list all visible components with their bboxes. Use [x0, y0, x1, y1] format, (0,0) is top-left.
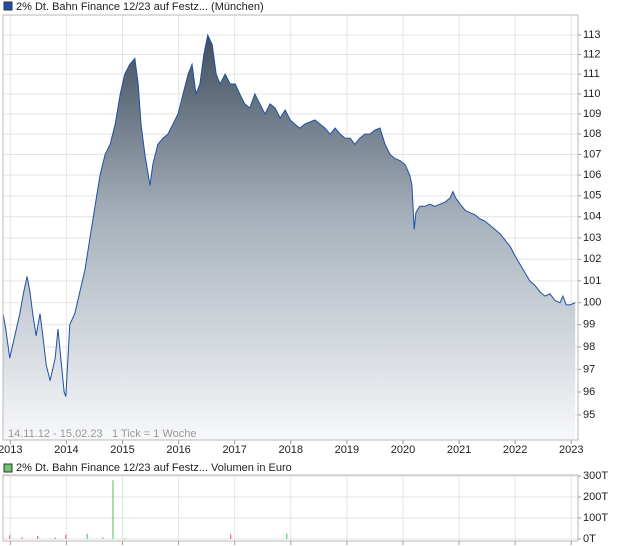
y-tick-label: 106: [583, 169, 601, 181]
y-tick-label: 112: [583, 48, 601, 60]
y-tick-label: 108: [583, 128, 601, 140]
y-tick-label: 109: [583, 108, 601, 120]
y-tick-label: 300T: [583, 470, 608, 482]
volume-bar: [21, 537, 23, 539]
legend-swatch: [3, 463, 13, 473]
volume-bar: [37, 535, 39, 539]
y-tick-label: 100T: [583, 512, 608, 524]
y-tick-label: 100: [583, 297, 601, 309]
volume-bar: [65, 534, 67, 539]
x-tick-label: 2019: [335, 444, 359, 456]
x-tick-label: 2022: [503, 444, 527, 456]
y-tick-label: 110: [583, 88, 601, 100]
y-tick-label: 104: [583, 211, 601, 223]
legend-label: 2% Dt. Bahn Finance 12/23 auf Festz... V…: [16, 462, 292, 474]
x-tick-label: 2020: [391, 444, 415, 456]
y-tick-label: 105: [583, 190, 601, 202]
volume-bar: [102, 537, 104, 539]
y-tick-label: 0T: [583, 533, 596, 545]
y-tick-label: 102: [583, 253, 601, 265]
price-chart: 2013 2014 2015 2016 2017 2018 2019 2020 2021 2022…: [0, 14, 601, 456]
price-line: [2, 33, 576, 397]
plot-frame: [2, 474, 579, 542]
volume-bar: [86, 533, 88, 539]
volume-bar: [286, 533, 288, 539]
x-tick-label: 2013: [0, 444, 23, 456]
y-tick-label: 99: [583, 319, 595, 331]
legend-swatch: [3, 1, 13, 11]
area-fill: [3, 35, 576, 441]
x-tick-label: 2016: [166, 444, 190, 456]
volume-bar: [230, 534, 232, 539]
y-tick-label: 101: [583, 275, 601, 287]
y-tick-label: 111: [583, 68, 600, 80]
plot-frame: [2, 14, 579, 441]
legend-label: 2% Dt. Bahn Finance 12/23 auf Festz... (…: [16, 1, 264, 13]
y-tick-label: 200T: [583, 491, 608, 503]
y-tick-label: 98: [583, 341, 595, 353]
x-tick-label: 2021: [447, 444, 471, 456]
date-range: 14.11.12 - 15.02.23: [8, 428, 103, 440]
x-tick-label: 2018: [279, 444, 303, 456]
x-tick-label: 2023: [559, 444, 583, 456]
y-tick-label: 107: [583, 148, 601, 160]
x-tick-label: 2015: [110, 444, 134, 456]
y-tick-label: 96: [583, 386, 595, 398]
volume-bar: [9, 535, 11, 539]
y-tick-label: 103: [583, 232, 601, 244]
y-tick-label: 95: [583, 409, 595, 421]
volume-bar: [124, 538, 126, 539]
y-tick-label: 113: [583, 29, 601, 41]
volume-chart: 0T 100T 200T 300T: [2, 470, 608, 545]
volume-bar: [112, 480, 114, 539]
x-tick-label: 2017: [222, 444, 246, 456]
y-tick-label: 97: [583, 363, 595, 375]
tick-note: 1 Tick = 1 Woche: [112, 428, 196, 440]
x-tick-label: 2014: [54, 444, 78, 456]
volume-bar: [54, 537, 56, 539]
